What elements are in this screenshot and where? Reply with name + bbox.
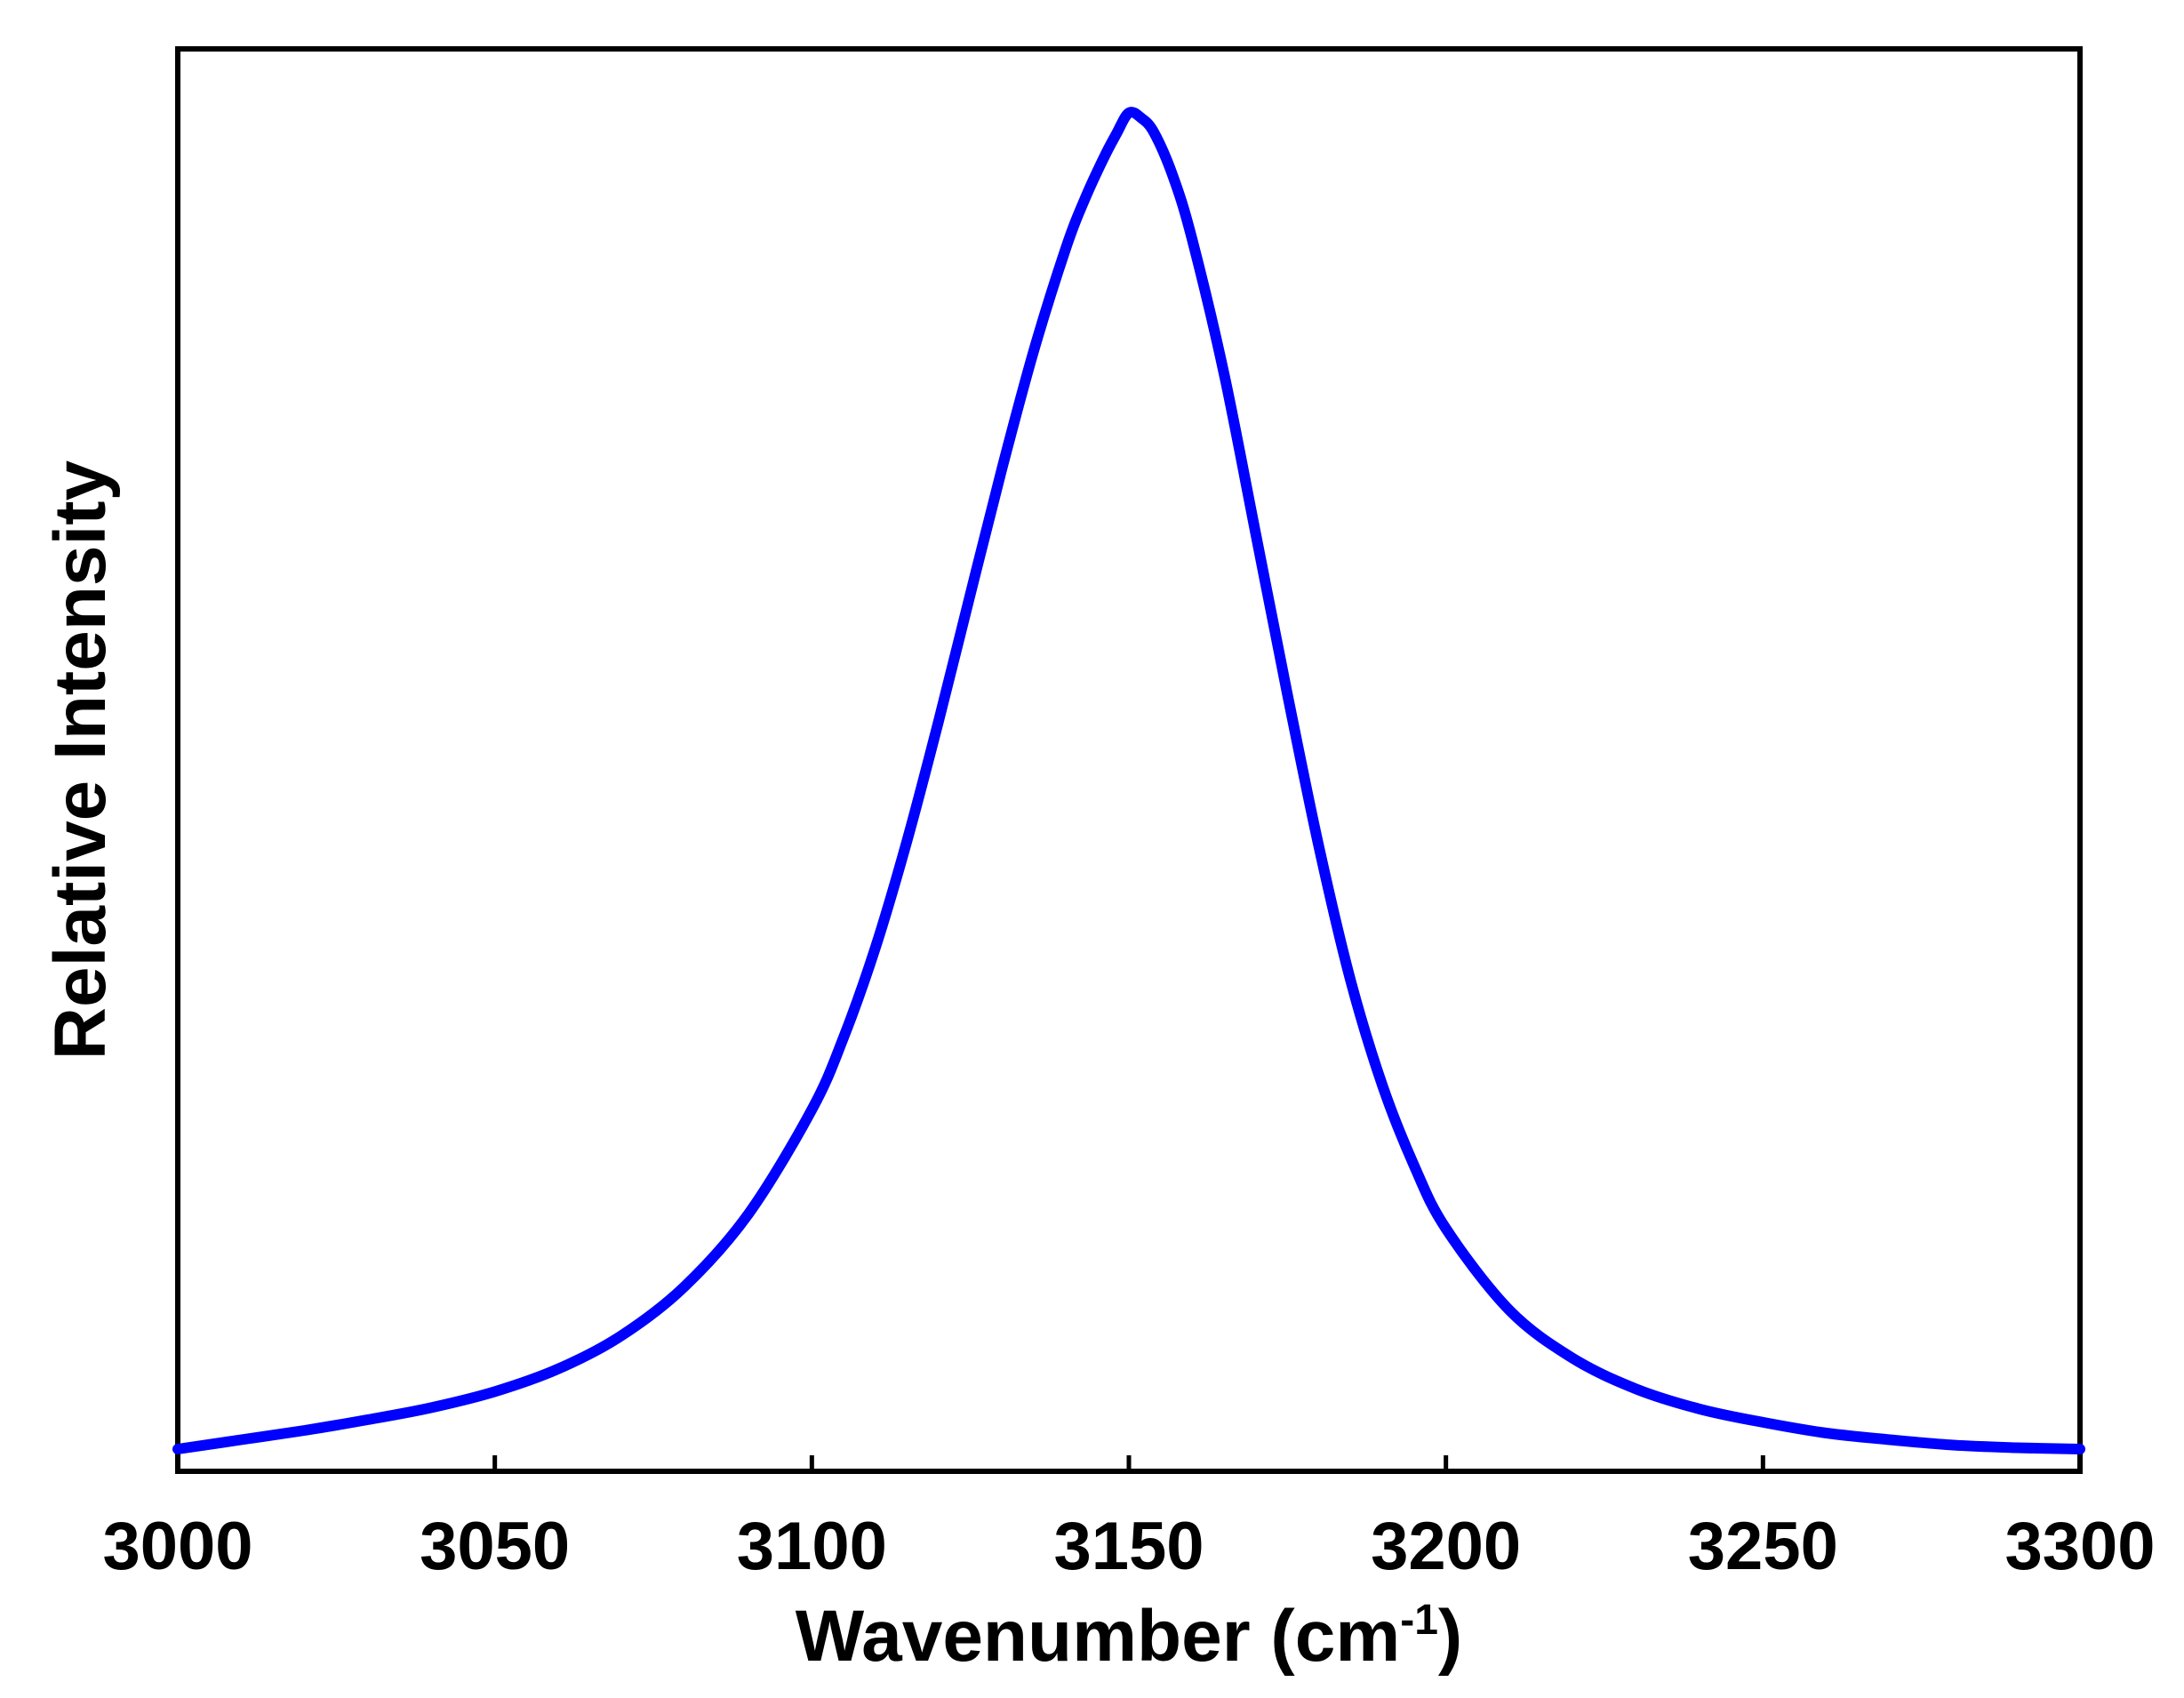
x-tick-label-3200: 3200 [1371,1509,1521,1584]
x-tick-label-3100: 3100 [737,1509,887,1584]
x-tick-label-3000: 3000 [102,1509,252,1584]
x-axis-ticks [175,1455,2083,1471]
x-axis-label: Wavenumber (cm-1) [796,1596,1462,1677]
series-line [172,107,2085,1454]
x-tick-label-3300: 3300 [2004,1509,2155,1584]
x-tick-label-3250: 3250 [1688,1509,1838,1584]
y-axis-label: Relative Intensity [40,460,121,1060]
plot-frame [175,46,2083,1474]
x-tick-label-3050: 3050 [420,1509,570,1584]
x-axis-tick-labels: 3000 3050 3100 3150 3200 3250 3300 [102,1509,2155,1584]
x-tick-label-3150: 3150 [1053,1509,1204,1584]
